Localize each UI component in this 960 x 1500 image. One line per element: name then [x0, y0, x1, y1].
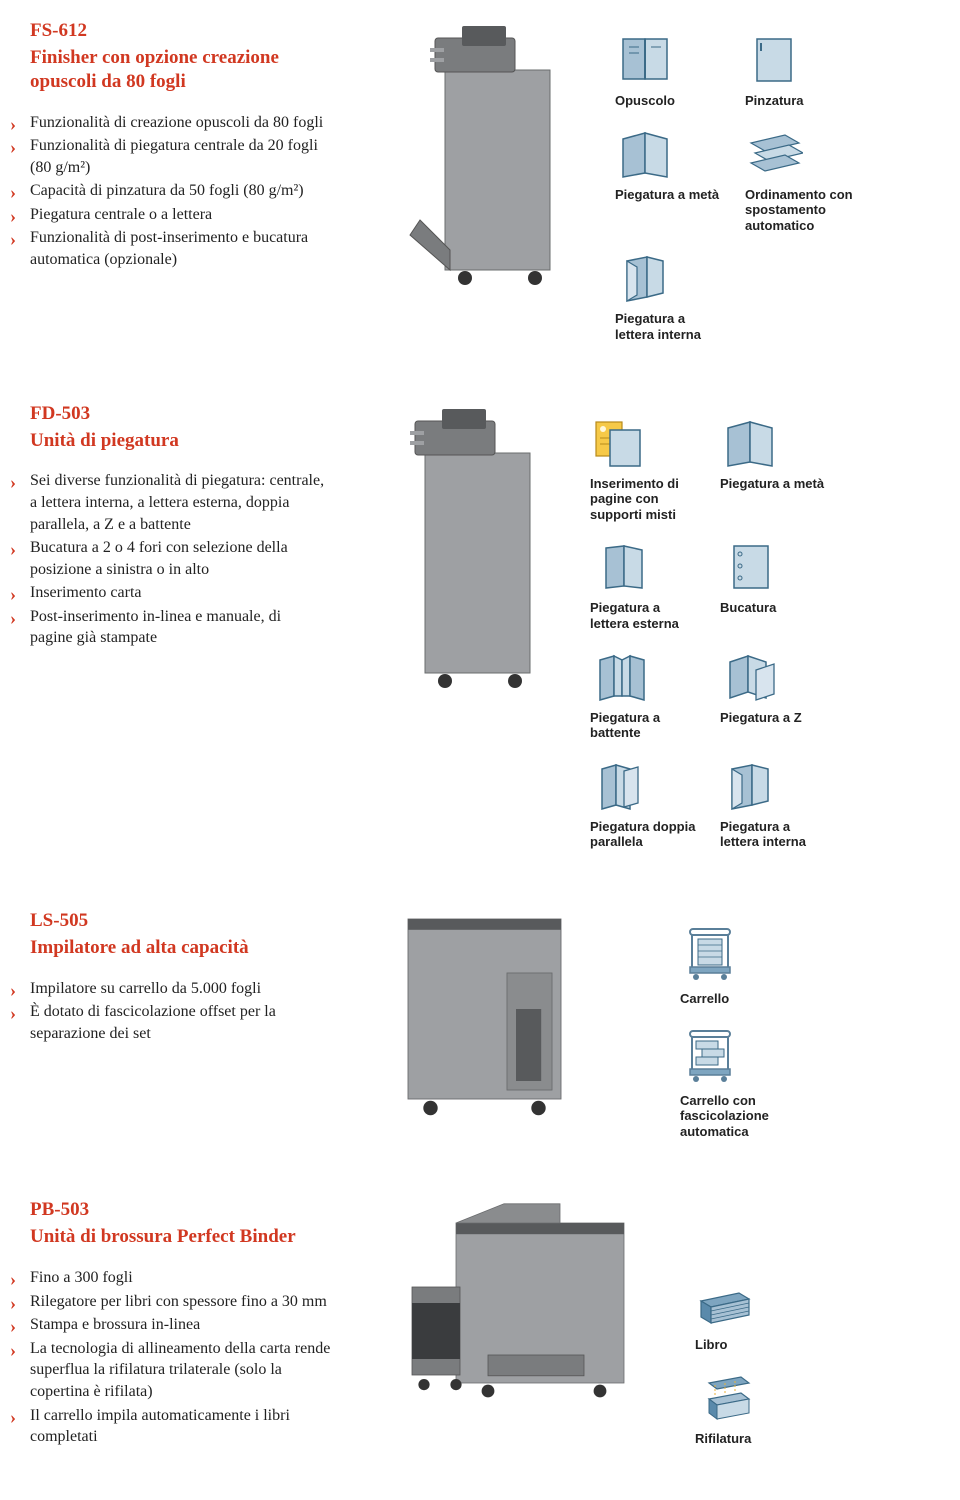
left-col: PB-503 Unità di brossura Perfect Binder …	[10, 1199, 360, 1450]
feature-item: La tecnologia di allineamento della cart…	[10, 1338, 340, 1403]
feature-list: Impilatore su carrello da 5.000 fogli È …	[10, 978, 340, 1045]
feature-item: Il carrello impila automaticamente i lib…	[10, 1405, 340, 1448]
icon-inserimento: Inserimento di pagine con supporti misti	[590, 418, 700, 523]
icon-piegatura-meta: Piegatura a metà	[615, 129, 725, 234]
icon-lettera-interna: Piegatura a lettera interna	[615, 253, 725, 342]
folder-unit-icon	[370, 403, 550, 703]
section-pb503: PB-503 Unità di brossura Perfect Binder …	[10, 1199, 950, 1450]
feature-item: Bucatura a 2 o 4 fori con selezione dell…	[10, 537, 326, 580]
feature-item: Sei diverse funzionalità di piegatura: c…	[10, 470, 326, 535]
perfect-binder-icon	[400, 1199, 640, 1407]
icon-rifilatura: Rifilatura	[695, 1373, 805, 1447]
feature-list: Sei diverse funzionalità di piegatura: c…	[10, 470, 326, 649]
model-title: Finisher con opzione creazione opuscoli …	[30, 46, 340, 94]
section-fs612: FS-612 Finisher con opzione creazione op…	[10, 20, 950, 343]
icon-opuscolo: Opuscolo	[615, 35, 725, 109]
icon-battente: Piegatura a battente	[590, 652, 700, 741]
feature-item: Fino a 300 fogli	[10, 1267, 340, 1289]
icon-carrello-offset: Carrello con fascicolazione automatica	[680, 1027, 790, 1140]
section-fd503: FD-503 Unità di piegatura Sei diverse fu…	[10, 403, 950, 850]
feature-item: Funzionalità di piegatura centrale da 20…	[10, 135, 340, 178]
icon-pinzatura: Pinzatura	[745, 35, 855, 109]
icon-carrello: Carrello	[680, 925, 790, 1007]
feature-list: Funzionalità di creazione opuscoli da 80…	[10, 112, 340, 271]
icon-bucatura: Bucatura	[720, 542, 830, 631]
feature-item: Stampa e brossura in-linea	[10, 1314, 340, 1336]
feature-item: È dotato di fascicolazione offset per la…	[10, 1001, 340, 1044]
icon-lettera-esterna: Piegatura a lettera esterna	[590, 542, 700, 631]
model-title: Unità di brossura Perfect Binder	[30, 1225, 340, 1249]
left-col: FD-503 Unità di piegatura Sei diverse fu…	[10, 403, 346, 652]
feature-item: Capacità di pinzatura da 50 fogli (80 g/…	[10, 180, 340, 202]
feature-item: Funzionalità di creazione opuscoli da 80…	[10, 112, 340, 134]
printer-illustration	[346, 403, 575, 703]
left-col: LS-505 Impilatore ad alta capacità Impil…	[10, 910, 360, 1047]
icon-lettera-interna: Piegatura a lettera interna	[720, 761, 830, 850]
model-title: Impilatore ad alta capacità	[30, 936, 340, 960]
model-code: FS-612	[30, 20, 340, 42]
model-title: Unità di piegatura	[30, 429, 326, 453]
feature-list: Fino a 300 fogli Rilegatore per libri co…	[10, 1267, 340, 1448]
feature-item: Post-inserimento in-linea e manuale, di …	[10, 606, 326, 649]
icon-doppia-parallela: Piegatura doppia parallela	[590, 761, 700, 850]
feature-item: Rilegatore per libri con spessore fino a…	[10, 1291, 340, 1313]
icon-piegatura-meta: Piegatura a metà	[720, 418, 830, 523]
icon-ordinamento: Ordinamento con spostamento automatico	[745, 129, 855, 234]
stacker-icon	[390, 910, 570, 1126]
section-ls505: LS-505 Impilatore ad alta capacità Impil…	[10, 910, 950, 1139]
icon-column: Carrello Carrello con fascicolazione aut…	[600, 910, 950, 1139]
icon-column: Inserimento di pagine con supporti misti…	[575, 403, 950, 850]
feature-item: Funzionalità di post-inserimento e bucat…	[10, 227, 340, 270]
feature-item: Impilatore su carrello da 5.000 fogli	[10, 978, 340, 1000]
printer-illustration	[360, 1199, 680, 1407]
model-code: FD-503	[30, 403, 326, 425]
feature-item: Inserimento carta	[10, 582, 326, 604]
icon-column: Libro Rifilatura	[680, 1199, 950, 1446]
left-col: FS-612 Finisher con opzione creazione op…	[10, 20, 360, 273]
printer-illustration	[360, 910, 600, 1126]
printer-illustration	[360, 20, 600, 300]
model-code: PB-503	[30, 1199, 340, 1221]
feature-item: Piegatura centrale o a lettera	[10, 204, 340, 226]
model-code: LS-505	[30, 910, 340, 932]
finisher-icon	[390, 20, 570, 300]
icon-libro: Libro	[695, 1279, 805, 1353]
icon-zfold: Piegatura a Z	[720, 652, 830, 741]
icon-column: Opuscolo Pinzatura Piegatura a metà Ordi…	[600, 20, 950, 343]
